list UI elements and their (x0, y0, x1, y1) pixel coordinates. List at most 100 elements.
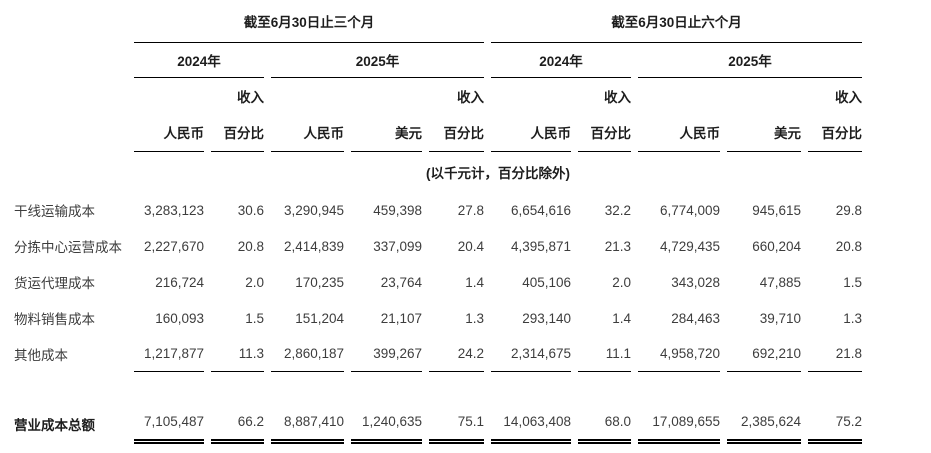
table-row: 分拣中心运营成本 2,227,670 20.8 2,414,839 337,09… (7, 228, 862, 264)
value-cell: 4,395,871 (510, 238, 571, 254)
spacer-row (7, 372, 862, 404)
value-cell: 151,204 (295, 310, 344, 326)
value-cell: 11.3 (211, 336, 264, 372)
value-cell: 11.1 (578, 336, 631, 372)
total-value-cell: 66.2 (211, 404, 264, 444)
value-cell: 1.4 (465, 274, 484, 290)
period-header-six-months: 截至6月30日止六个月 (491, 6, 862, 43)
value-cell: 1,217,877 (134, 336, 204, 372)
table-row: 物料销售成本 160,093 1.5 151,204 21,107 1.3 29… (7, 300, 862, 336)
table-row: 货运代理成本 216,724 2.0 170,235 23,764 1.4 40… (7, 264, 862, 300)
revenue-label: 收入 (835, 90, 862, 105)
value-cell: 216,724 (155, 274, 204, 290)
total-value-cell: 8,887,410 (271, 404, 344, 444)
note-row: (以千元计，百分比除外) (7, 152, 862, 192)
col-header-rmb: 人民币 (491, 108, 571, 152)
value-cell: 2.0 (612, 274, 631, 290)
value-cell: 2,314,675 (491, 336, 571, 372)
corner-cell (7, 43, 127, 78)
value-cell: 660,204 (752, 238, 801, 254)
value-cell: 337,099 (373, 238, 422, 254)
total-row: 营业成本总额 7,105,487 66.2 8,887,410 1,240,63… (7, 404, 862, 444)
row-label: 货运代理成本 (14, 276, 95, 291)
value-cell: 170,235 (295, 274, 344, 290)
total-value-cell: 68.0 (578, 404, 631, 444)
value-cell: 39,710 (759, 310, 801, 326)
value-cell: 3,290,945 (283, 202, 344, 218)
value-cell: 405,106 (522, 274, 571, 290)
total-value-cell: 14,063,408 (491, 404, 571, 444)
total-value-cell: 2,385,624 (727, 404, 801, 444)
value-cell: 1.3 (843, 310, 862, 326)
value-cell: 343,028 (671, 274, 720, 290)
value-cell: 6,774,009 (659, 202, 720, 218)
value-cell: 692,210 (727, 336, 801, 372)
value-cell: 30.6 (237, 202, 264, 218)
table-row: 干线运输成本 3,283,123 30.6 3,290,945 459,398 … (7, 192, 862, 228)
value-cell: 20.4 (457, 238, 484, 254)
value-cell: 284,463 (671, 310, 720, 326)
value-cell: 24.2 (429, 336, 484, 372)
value-cell: 29.8 (835, 202, 862, 218)
col-header-percent: 百分比 (578, 108, 631, 152)
period-header-three-months: 截至6月30日止三个月 (134, 6, 484, 43)
year-header-3m-2024: 2024年 (134, 43, 264, 78)
value-cell: 1.5 (245, 310, 264, 326)
col-header-usd: 美元 (351, 108, 422, 152)
value-cell: 945,615 (752, 202, 801, 218)
value-cell: 3,283,123 (143, 202, 204, 218)
corner-cell (7, 6, 127, 43)
total-row-label: 营业成本总额 (14, 418, 95, 433)
row-label: 干线运输成本 (14, 204, 95, 219)
period-header-row: 截至6月30日止三个月 截至6月30日止六个月 (7, 6, 862, 43)
value-cell: 20.8 (835, 238, 862, 254)
value-cell: 1.4 (612, 310, 631, 326)
row-label: 其他成本 (14, 348, 68, 363)
revenue-label: 收入 (604, 90, 631, 105)
value-cell: 21.8 (808, 336, 862, 372)
value-cell: 4,958,720 (638, 336, 720, 372)
value-cell: 6,654,616 (510, 202, 571, 218)
value-cell: 2.0 (245, 274, 264, 290)
revenue-label-row: 收入 收入 收入 收入 (7, 78, 862, 108)
total-value-cell: 7,105,487 (134, 404, 204, 444)
unit-header-row: 人民币 百分比 人民币 美元 百分比 人民币 百分比 人民币 美元 百分比 (7, 108, 862, 152)
year-header-row: 2024年 2025年 2024年 2025年 (7, 43, 862, 78)
value-cell: 47,885 (759, 274, 801, 290)
total-value-cell: 1,240,635 (351, 404, 422, 444)
value-cell: 32.2 (604, 202, 631, 218)
col-header-percent: 百分比 (808, 108, 862, 152)
year-header-6m-2024: 2024年 (491, 43, 631, 78)
total-value-cell: 75.2 (808, 404, 862, 444)
row-label: 物料销售成本 (14, 312, 95, 327)
revenue-label: 收入 (237, 90, 264, 105)
cost-table-page: 截至6月30日止三个月 截至6月30日止六个月 2024年 2025年 2024… (0, 6, 931, 453)
total-value-cell: 17,089,655 (638, 404, 720, 444)
value-cell: 1.5 (843, 274, 862, 290)
col-header-rmb: 人民币 (134, 108, 204, 152)
value-cell: 399,267 (351, 336, 422, 372)
col-header-rmb: 人民币 (638, 108, 720, 152)
value-cell: 21.3 (604, 238, 631, 254)
row-label: 分拣中心运营成本 (14, 240, 122, 255)
col-header-rmb: 人民币 (271, 108, 344, 152)
value-cell: 2,227,670 (143, 238, 204, 254)
operating-costs-table: 截至6月30日止三个月 截至6月30日止六个月 2024年 2025年 2024… (0, 6, 869, 444)
year-header-6m-2025: 2025年 (638, 43, 862, 78)
year-header-3m-2025: 2025年 (271, 43, 484, 78)
total-value-cell: 75.1 (429, 404, 484, 444)
table-row: 其他成本 1,217,877 11.3 2,860,187 399,267 24… (7, 336, 862, 372)
value-cell: 21,107 (380, 310, 422, 326)
value-cell: 27.8 (457, 202, 484, 218)
col-header-usd: 美元 (727, 108, 801, 152)
col-header-percent: 百分比 (429, 108, 484, 152)
value-cell: 4,729,435 (659, 238, 720, 254)
revenue-label: 收入 (457, 90, 484, 105)
value-cell: 1.3 (465, 310, 484, 326)
units-note: (以千元计，百分比除外) (426, 166, 570, 181)
value-cell: 459,398 (373, 202, 422, 218)
value-cell: 23,764 (380, 274, 422, 290)
value-cell: 293,140 (522, 310, 571, 326)
value-cell: 160,093 (155, 310, 204, 326)
value-cell: 20.8 (237, 238, 264, 254)
